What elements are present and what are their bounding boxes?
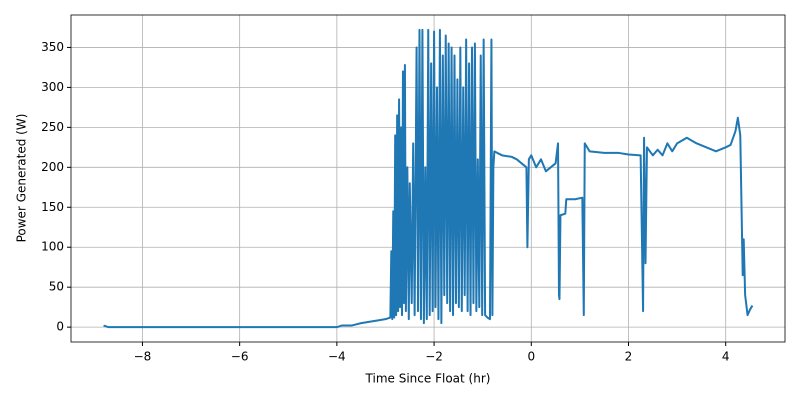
y-tick-label: 200 [41,160,64,174]
x-tick-label: −2 [425,350,443,364]
x-axis-label: Time Since Float (hr) [365,372,491,386]
x-tick-label: −6 [231,350,249,364]
y-tick-label: 100 [41,240,64,254]
y-tick-label: 350 [41,40,64,54]
y-tick-label: 50 [49,280,64,294]
y-tick-label: 300 [41,80,64,94]
data-line [103,28,754,329]
y-tick-label: 150 [41,200,64,214]
x-tick-label: 2 [625,350,633,364]
x-tick-label: 0 [527,350,535,364]
plot-frame [70,14,786,343]
y-tick-label: 0 [56,320,64,334]
x-tick-label: 4 [722,350,730,364]
y-axis-label: Power Generated (W) [15,114,29,243]
x-tick-label: −8 [134,350,152,364]
x-tick-label: −4 [328,350,346,364]
y-tick-label: 250 [41,120,64,134]
